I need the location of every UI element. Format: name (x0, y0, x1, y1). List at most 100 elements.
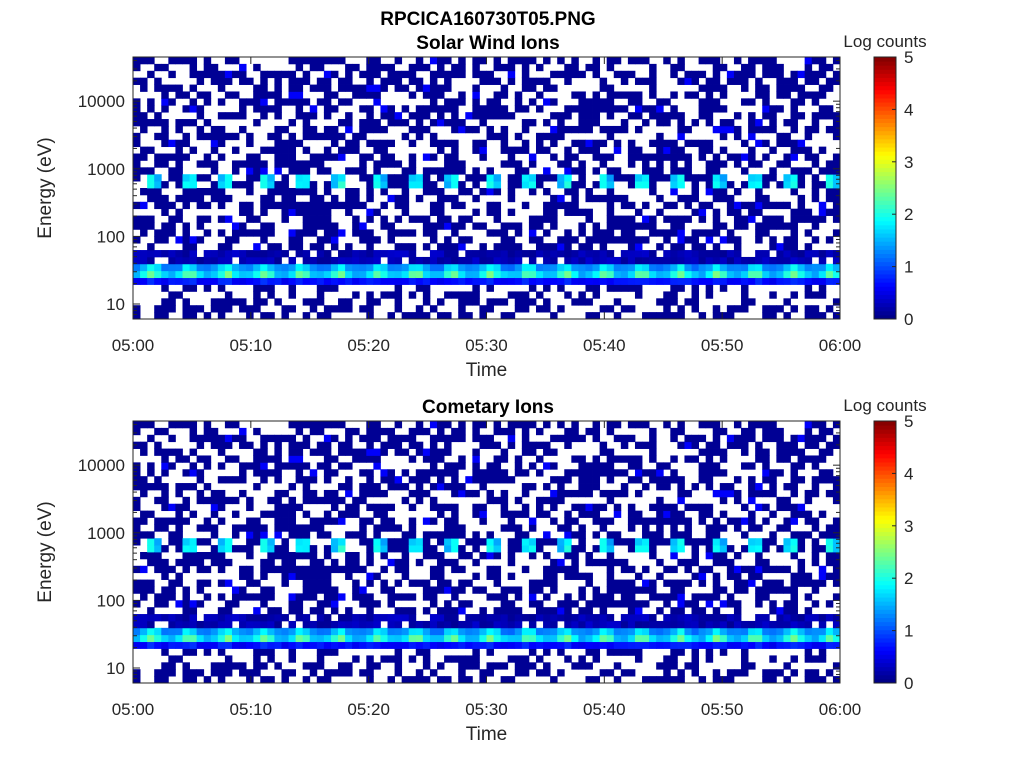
heatmap-cell (309, 641, 318, 649)
heatmap-cell (811, 215, 820, 223)
heatmap-cell (422, 552, 431, 560)
heatmap-cell (154, 552, 162, 560)
heatmap-cell (776, 132, 784, 141)
heatmap-cell (804, 421, 813, 429)
y-tick-label: 10000 (78, 456, 125, 475)
heatmap-cell (677, 476, 685, 484)
heatmap-cell (189, 676, 198, 684)
heatmap-cell (521, 614, 530, 622)
heatmap-cell (832, 634, 841, 643)
heatmap-cell (217, 503, 226, 512)
heatmap-cell (733, 277, 742, 285)
heatmap-cell (634, 627, 643, 636)
heatmap-cell (825, 669, 834, 677)
heatmap-cell (168, 256, 176, 265)
heatmap-cell (804, 620, 813, 629)
heatmap-cell (260, 593, 268, 601)
heatmap-cell (422, 229, 431, 237)
heatmap-cell (684, 256, 692, 265)
heatmap-cell (528, 538, 537, 546)
heatmap-cell (832, 215, 841, 223)
heatmap-cell (288, 524, 297, 532)
heatmap-cell (698, 565, 707, 574)
heatmap-cell (733, 132, 742, 141)
heatmap-cell (366, 620, 374, 629)
heatmap-cell (408, 91, 417, 99)
heatmap-cell (543, 648, 551, 656)
heatmap-cell (302, 627, 311, 636)
heatmap-cell (493, 277, 502, 285)
heatmap-cell (309, 194, 318, 203)
heatmap-cell (726, 236, 735, 244)
heatmap-cell (712, 489, 721, 498)
heatmap-cell (535, 146, 544, 154)
heatmap-cell (642, 256, 650, 265)
heatmap-cell (790, 146, 798, 154)
heatmap-cell (437, 70, 445, 79)
heatmap-cell (684, 277, 692, 285)
heatmap-cell (239, 427, 247, 436)
heatmap-cell (189, 469, 198, 477)
heatmap-cell (140, 119, 148, 127)
heatmap-cell (260, 565, 268, 574)
heatmap-cell (564, 174, 572, 182)
heatmap-cell (210, 146, 219, 154)
heatmap-cell (444, 579, 452, 587)
heatmap-cell (627, 620, 636, 629)
heatmap-cell (161, 263, 169, 272)
heatmap-cell (769, 483, 777, 491)
heatmap-cell (352, 586, 360, 594)
heatmap-cell (217, 84, 226, 92)
heatmap-cell (387, 641, 395, 649)
heatmap-cell (585, 676, 593, 684)
heatmap-cell (373, 167, 381, 175)
heatmap-cell (543, 243, 551, 251)
heatmap-cell (161, 208, 169, 216)
heatmap-cell (330, 153, 339, 161)
heatmap-cell (592, 655, 601, 663)
heatmap-cell (274, 243, 282, 251)
heatmap-cell (309, 229, 318, 237)
heatmap-cell (606, 545, 615, 553)
colorbar-segment (874, 85, 896, 91)
heatmap-cell (458, 305, 466, 313)
heatmap-cell (246, 462, 254, 470)
heatmap-cell (557, 201, 565, 210)
heatmap-cell (458, 63, 466, 72)
heatmap-cell (323, 648, 332, 656)
heatmap-cell (260, 455, 268, 463)
heatmap-cell (620, 174, 629, 182)
heatmap-cell (691, 70, 699, 79)
heatmap-cell (140, 531, 148, 539)
heatmap-cell (260, 476, 268, 484)
heatmap-cell (500, 160, 509, 168)
heatmap-cell (733, 565, 742, 574)
heatmap-cell (429, 208, 438, 216)
heatmap-cell (260, 250, 268, 258)
heatmap-cell (684, 565, 692, 574)
heatmap-cell (210, 298, 219, 306)
heatmap-cell (811, 476, 820, 484)
heatmap-cell (309, 105, 318, 113)
heatmap-cell (719, 125, 728, 134)
heatmap-cell (627, 565, 636, 574)
heatmap-cell (140, 510, 148, 518)
heatmap-cell (451, 503, 459, 512)
heatmap-cell (323, 476, 332, 484)
heatmap-cell (387, 441, 395, 449)
heatmap-cell (599, 181, 608, 189)
heatmap-cell (316, 641, 325, 649)
heatmap-cell (224, 600, 233, 608)
heatmap-cell (288, 634, 297, 643)
heatmap-cell (408, 291, 417, 299)
colorbar-segment (874, 592, 896, 598)
heatmap-cell (634, 105, 643, 113)
heatmap-cell (189, 188, 198, 196)
heatmap-cell (408, 153, 417, 161)
x-axis-label: Time (466, 360, 508, 381)
heatmap-cell (479, 105, 487, 113)
heatmap-cell (316, 655, 325, 663)
heatmap-cell (373, 63, 381, 72)
heatmap-cell (451, 607, 459, 615)
heatmap-cell (366, 270, 374, 279)
